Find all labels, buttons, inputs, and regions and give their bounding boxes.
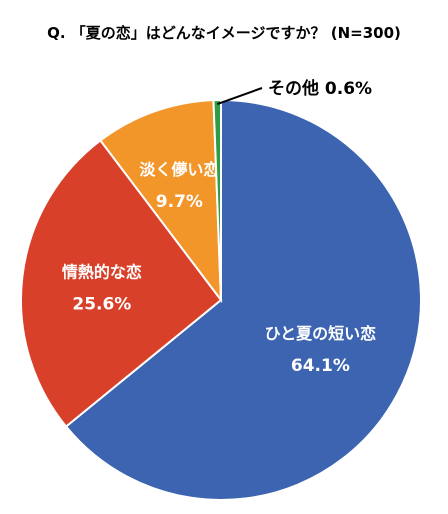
chart-title: Q. 「夏の恋」はどんなイメージですか？ (N=300) [47,24,401,42]
slice-value-label: 64.1% [291,356,350,376]
slice-value-label: 9.7% [156,192,203,212]
slice-label: ひと夏の短い恋 [265,324,377,343]
pie-slice [64,98,422,501]
pie-slice [212,98,222,301]
pie-slice [99,99,223,304]
slice-label: 淡く儚い恋 [139,160,219,179]
leader-line [216,87,263,105]
pie-slice [20,139,223,428]
slice-label: 情熱的な恋 [62,263,142,282]
slice-label: その他 0.6% [268,78,372,99]
slice-value-label: 25.6% [72,295,131,315]
